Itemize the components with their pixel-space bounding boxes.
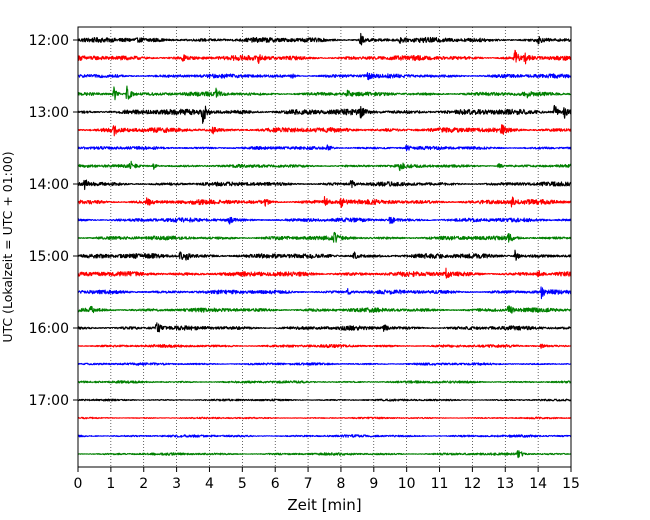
trace-line [77,179,572,191]
y-tick-label: 13:00 [29,105,69,121]
trace-line [77,49,572,65]
trace-line [77,249,572,261]
trace-line [77,160,572,172]
trace-line [77,85,572,101]
trace-line [77,416,572,420]
trace-line [77,104,572,124]
x-axis-label: Zeit [min] [287,496,361,514]
x-tick-label: 13 [496,476,514,492]
trace-line [77,434,572,438]
trace-line [77,144,572,152]
x-tick-label: 5 [238,476,247,492]
x-tick-label: 10 [398,476,416,492]
trace-line [77,322,572,333]
trace-line [77,362,572,366]
x-tick-label: 14 [529,476,547,492]
x-tick-label: 6 [271,476,280,492]
y-axis-label: UTC (Lokalzeit = UTC + 01:00) [0,151,15,342]
x-tick-label: 8 [336,476,345,492]
y-axis: 12:00 13:00 14:00 15:00 16:00 17:00 [29,33,78,409]
y-tick-label: 12:00 [29,33,69,49]
x-tick-label: 12 [463,476,481,492]
x-tick-label: 15 [562,476,580,492]
trace-line [77,380,572,384]
trace-line [77,286,572,300]
y-tick-label: 14:00 [29,177,69,193]
trace-line [77,305,572,314]
x-axis: 0 1 2 3 4 5 6 7 8 9 10 11 12 13 14 15 [74,467,580,492]
y-tick-label: 16:00 [29,321,69,337]
x-tick-label: 3 [172,476,181,492]
x-tick-label: 7 [304,476,313,492]
trace-line [77,216,572,225]
x-tick-label: 11 [431,476,449,492]
trace-layer [77,32,572,459]
x-tick-label: 9 [369,476,378,492]
trace-line [77,343,572,349]
trace-line [77,231,572,243]
x-tick-label: 2 [139,476,148,492]
trace-line [77,195,572,208]
y-tick-label: 17:00 [29,393,69,409]
trace-line [77,398,572,402]
trace-line [77,124,572,137]
plot-frame [77,26,572,468]
trace-line [77,32,572,46]
x-tick-label: 0 [74,476,83,492]
x-tick-label: 4 [205,476,214,492]
trace-line [77,72,572,81]
trace-line [77,267,572,279]
x-tick-label: 1 [106,476,115,492]
y-tick-label: 15:00 [29,249,69,265]
trace-line [77,450,572,459]
